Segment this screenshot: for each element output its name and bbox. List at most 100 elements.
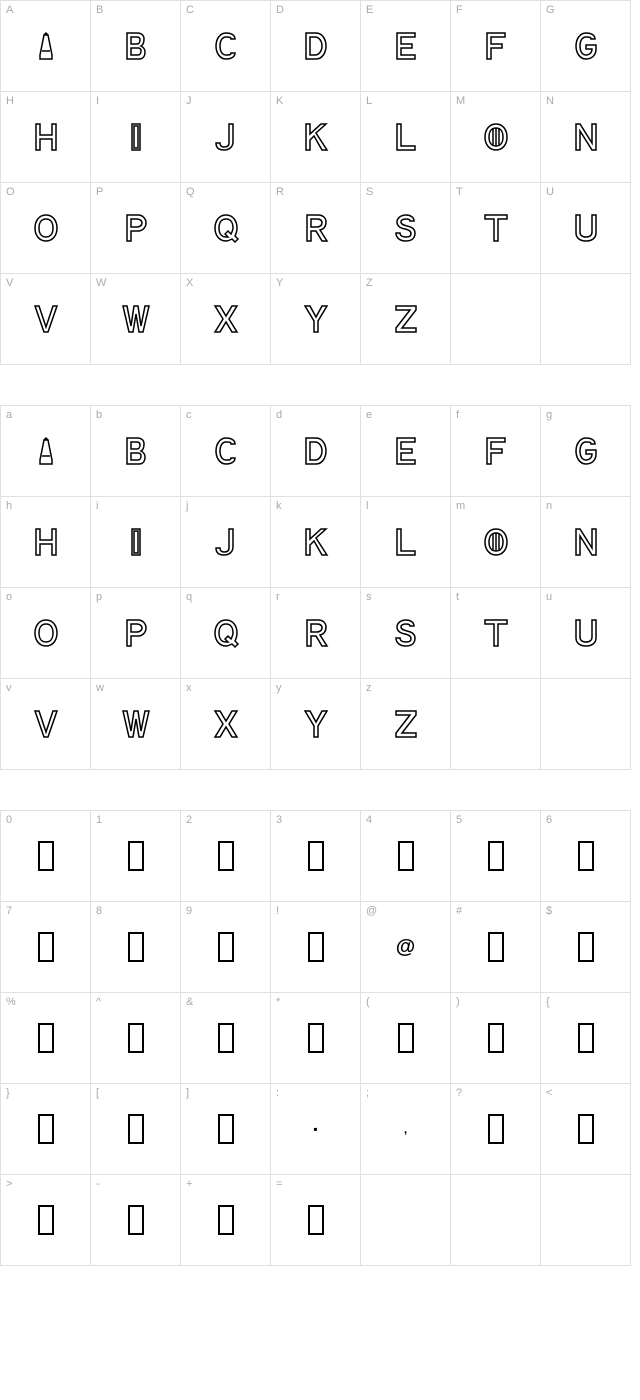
missing-glyph-icon (488, 1023, 504, 1053)
cell-glyph (541, 588, 630, 678)
cell-label: P (96, 186, 103, 198)
cell-glyph (1, 588, 90, 678)
glyph-cell: a (1, 406, 91, 497)
glyph-cell: I (91, 92, 181, 183)
cell-glyph (361, 588, 450, 678)
cell-glyph (91, 497, 180, 587)
missing-glyph-icon (38, 1114, 54, 1144)
glyph-cell: V (1, 274, 91, 365)
glyph-cell: ( (361, 993, 451, 1084)
cell-label: v (6, 682, 12, 694)
cell-label: ! (276, 905, 279, 917)
glyph-p-icon (117, 614, 155, 652)
glyph-l-icon (387, 118, 425, 156)
glyph-cell: J (181, 92, 271, 183)
cell-label: y (276, 682, 282, 694)
glyph-cell: M (451, 92, 541, 183)
missing-glyph-icon (488, 841, 504, 871)
empty-cell (451, 1175, 541, 1266)
cell-glyph (1, 274, 90, 364)
missing-glyph-icon (218, 1023, 234, 1053)
glyph-cell: ] (181, 1084, 271, 1175)
cell-label: B (96, 4, 103, 16)
cell-label: 6 (546, 814, 552, 826)
missing-glyph-icon (488, 1114, 504, 1144)
empty-cell (361, 1175, 451, 1266)
glyph-cell: t (451, 588, 541, 679)
cell-label: [ (96, 1087, 99, 1099)
cell-glyph (541, 406, 630, 496)
glyph-section-uppercase: ABCDEFGHIJKLMNOPQRSTUVWXYZ (0, 0, 640, 365)
missing-glyph-icon (578, 841, 594, 871)
punct-glyph-icon: ▪ (313, 1122, 317, 1136)
glyph-cell: * (271, 993, 361, 1084)
cell-label: z (366, 682, 372, 694)
cell-glyph (1, 679, 90, 769)
glyph-j-icon (207, 523, 245, 561)
cell-glyph (181, 811, 270, 901)
cell-label: < (546, 1087, 552, 1099)
at-glyph-icon: @ (396, 936, 416, 959)
glyph-cell: 1 (91, 811, 181, 902)
glyph-cell: A (1, 1, 91, 92)
missing-glyph-icon (218, 1205, 234, 1235)
glyph-cell: C (181, 1, 271, 92)
glyph-c-icon (207, 432, 245, 470)
glyph-k-icon (297, 118, 335, 156)
glyph-cell: y (271, 679, 361, 770)
cell-glyph (91, 406, 180, 496)
glyph-cell: ) (451, 993, 541, 1084)
missing-glyph-icon (218, 841, 234, 871)
cell-glyph (541, 993, 630, 1083)
missing-glyph-icon (128, 841, 144, 871)
glyph-cell: n (541, 497, 631, 588)
missing-glyph-icon (578, 932, 594, 962)
missing-glyph-icon (128, 932, 144, 962)
cell-glyph (361, 406, 450, 496)
cell-label: ; (366, 1087, 369, 1099)
cell-label: L (366, 95, 372, 107)
glyph-i-icon (117, 523, 155, 561)
cell-label: G (546, 4, 555, 16)
cell-glyph (181, 497, 270, 587)
glyph-cell: F (451, 1, 541, 92)
glyph-cell: < (541, 1084, 631, 1175)
cell-glyph (271, 679, 360, 769)
cell-label: R (276, 186, 284, 198)
missing-glyph-icon (308, 841, 324, 871)
cell-glyph (271, 183, 360, 273)
glyph-u-icon (567, 209, 605, 247)
cell-glyph (181, 406, 270, 496)
glyph-cell: c (181, 406, 271, 497)
glyph-d-icon (297, 27, 335, 65)
cell-glyph (451, 1, 540, 91)
cell-glyph (451, 406, 540, 496)
cell-glyph (91, 183, 180, 273)
glyph-g-icon (567, 27, 605, 65)
glyph-cell: 6 (541, 811, 631, 902)
cell-label: d (276, 409, 282, 421)
cell-glyph (271, 274, 360, 364)
glyph-cell: % (1, 993, 91, 1084)
glyph-cell: & (181, 993, 271, 1084)
cell-label: ? (456, 1087, 462, 1099)
cell-glyph (361, 183, 450, 273)
cell-label: 1 (96, 814, 102, 826)
cell-label: A (6, 4, 13, 16)
cell-label: % (6, 996, 16, 1008)
glyph-cell: U (541, 183, 631, 274)
glyph-cell: > (1, 1175, 91, 1266)
cell-glyph (541, 902, 630, 992)
cell-glyph (91, 1175, 180, 1265)
cell-label: ) (456, 996, 460, 1008)
cell-glyph (181, 679, 270, 769)
missing-glyph-icon (128, 1114, 144, 1144)
cell-glyph (271, 902, 360, 992)
cell-label: W (96, 277, 106, 289)
empty-cell (541, 679, 631, 770)
cell-label: X (186, 277, 193, 289)
glyph-w-icon (117, 705, 155, 743)
glyph-e-icon (387, 27, 425, 65)
cell-glyph (1, 1175, 90, 1265)
cell-label: i (96, 500, 98, 512)
